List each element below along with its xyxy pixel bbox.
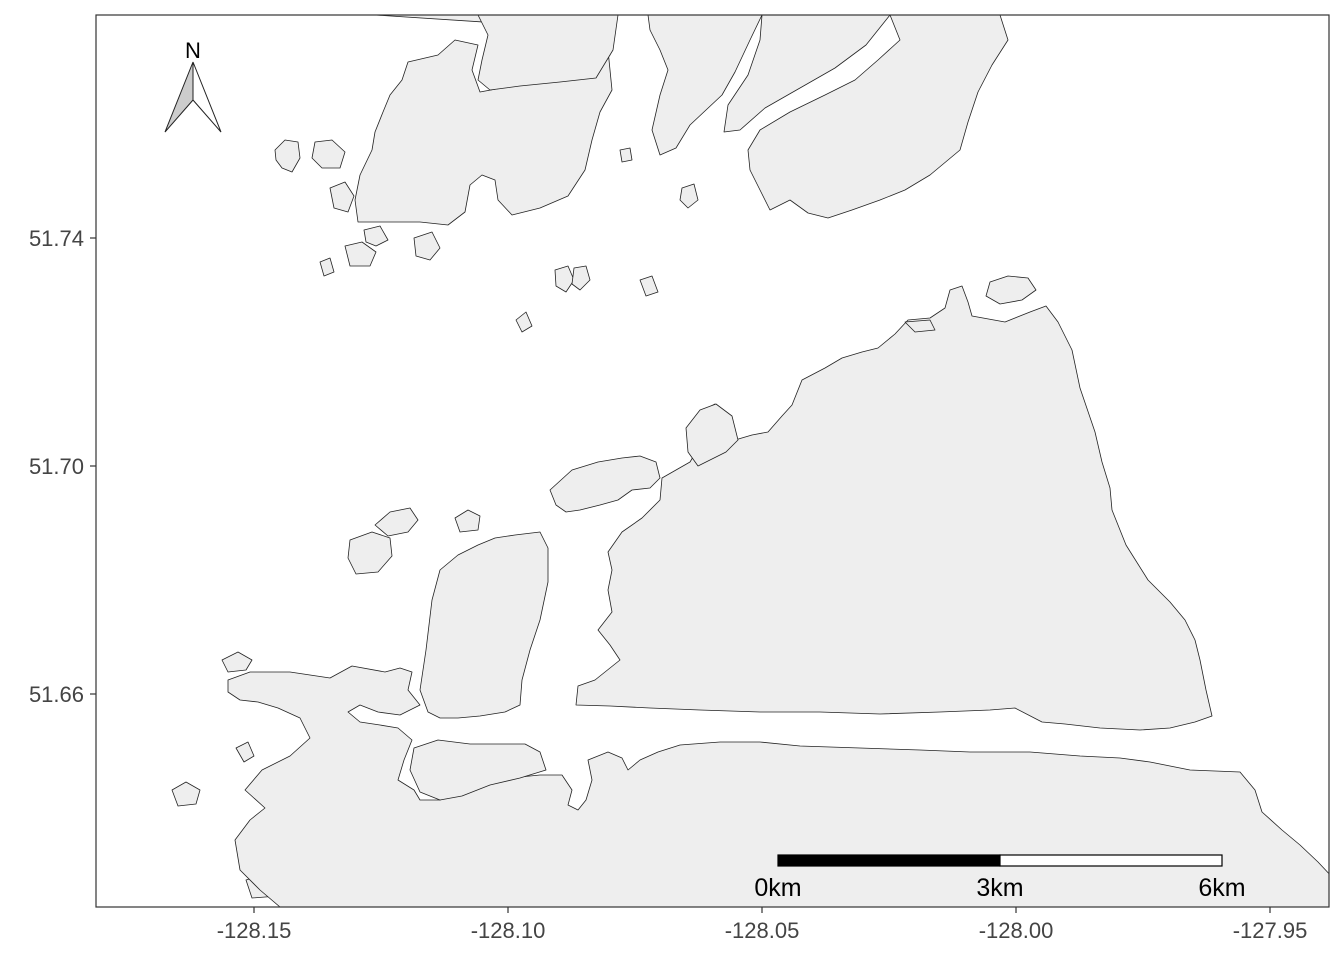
land-southeast-main	[575, 285, 1213, 731]
island-east-cluster	[985, 275, 1037, 305]
y-tick-label: 51.66	[29, 682, 84, 707]
land-north-east-1	[723, 15, 891, 133]
island-nw-7	[319, 257, 335, 277]
north-label: N	[185, 38, 201, 63]
island-east-small	[904, 319, 936, 333]
scale-bar-segment-white	[999, 854, 1223, 867]
x-tick-label: -128.05	[725, 918, 800, 943]
land-south-lobe	[409, 739, 547, 801]
island-nw-5	[363, 225, 389, 247]
island-mid-5	[619, 147, 633, 163]
scale-bar-label: 0km	[754, 874, 801, 902]
land-north-center	[354, 15, 613, 226]
map-frame	[95, 14, 1330, 908]
land-south-main	[227, 665, 1329, 907]
island-west-5	[171, 781, 201, 807]
island-mid-1	[554, 265, 575, 293]
x-tick-label: -128.00	[979, 918, 1054, 943]
scale-bar-segment-black	[777, 854, 1001, 867]
scale-bar-label: 6km	[1198, 874, 1245, 902]
scale-bar-label: 3km	[976, 874, 1023, 902]
island-west-7	[235, 741, 255, 763]
island-nw-3	[329, 181, 355, 213]
y-tick-label: 51.70	[29, 454, 84, 479]
north-arrow: N	[164, 38, 222, 133]
y-axis: 51.74 51.70 51.66	[29, 226, 96, 707]
island-mid-4	[679, 183, 699, 209]
island-nw-4	[344, 241, 377, 267]
island-nw-6	[413, 231, 441, 261]
scale-bar: 0km 3km 6km	[754, 854, 1246, 902]
island-west-2	[347, 531, 393, 575]
north-arrow-right-half	[192, 61, 222, 133]
x-axis: -128.15 -128.10 -128.05 -128.00 -127.95	[217, 907, 1308, 943]
y-tick-label: 51.74	[29, 226, 84, 251]
x-tick-label: -128.10	[471, 918, 546, 943]
island-west-3	[454, 509, 481, 533]
x-tick-label: -127.95	[1233, 918, 1308, 943]
island-west-1	[374, 507, 419, 537]
island-west-4	[221, 651, 253, 673]
land-middle-peninsula	[419, 531, 549, 719]
island-mid-tall	[685, 403, 739, 467]
north-arrow-left-half	[164, 61, 194, 133]
island-mid-long	[549, 455, 661, 513]
land-north-strip	[477, 15, 619, 91]
island-nw-2	[311, 139, 346, 169]
island-mid-3	[515, 311, 533, 333]
island-mid-6	[639, 275, 659, 297]
land-north-mid	[647, 15, 763, 156]
x-tick-label: -128.15	[217, 918, 292, 943]
island-mid-2	[571, 265, 591, 291]
landmass-layer	[171, 15, 1329, 907]
island-nw-1	[274, 139, 301, 173]
land-north-east-2	[747, 15, 1009, 219]
